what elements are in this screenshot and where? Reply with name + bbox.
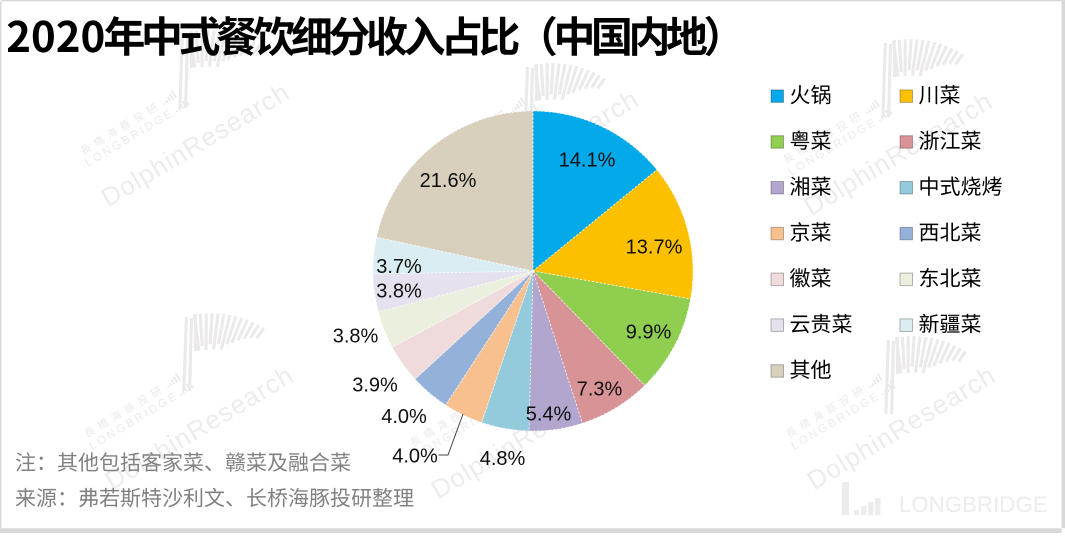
svg-text:4.0%: 4.0%: [392, 446, 438, 468]
svg-text:14.1%: 14.1%: [559, 150, 616, 172]
svg-text:13.7%: 13.7%: [626, 237, 683, 259]
svg-text:21.6%: 21.6%: [420, 170, 477, 192]
svg-text:4.0%: 4.0%: [381, 406, 427, 428]
svg-text:3.9%: 3.9%: [352, 375, 398, 397]
svg-text:9.9%: 9.9%: [626, 322, 672, 344]
svg-text:7.3%: 7.3%: [577, 379, 623, 401]
svg-text:3.8%: 3.8%: [376, 281, 422, 303]
svg-text:LONGBRIDGE: LONGBRIDGE: [899, 492, 1048, 517]
svg-text:3.8%: 3.8%: [333, 326, 379, 348]
svg-text:3.7%: 3.7%: [376, 256, 422, 278]
svg-text:5.4%: 5.4%: [526, 404, 572, 426]
svg-text:4.8%: 4.8%: [480, 448, 526, 470]
